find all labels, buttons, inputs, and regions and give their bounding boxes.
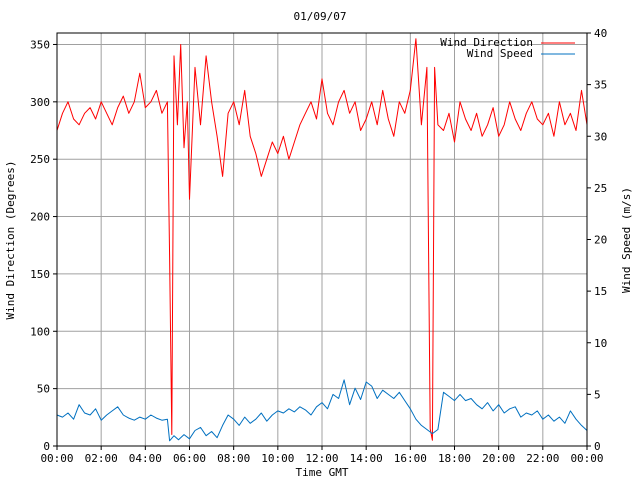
y-right-tick-label: 5 xyxy=(594,388,601,401)
series-lines xyxy=(56,38,588,442)
x-axis-label: Time GMT xyxy=(296,466,349,479)
x-tick-label: 16:00 xyxy=(394,452,427,465)
x-tick-label: 02:00 xyxy=(85,452,118,465)
y-right-tick-label: 10 xyxy=(594,337,607,350)
y-left-tick-label: 150 xyxy=(30,268,50,281)
y-axis-right-label: Wind Speed (m/s) xyxy=(620,187,633,293)
y-right-tick-label: 35 xyxy=(594,79,607,92)
x-tick-label: 00:00 xyxy=(570,452,603,465)
y-left-tick-label: 250 xyxy=(30,153,50,166)
y-right-tick-label: 15 xyxy=(594,285,607,298)
x-tick-label: 14:00 xyxy=(350,452,383,465)
y-left-tick-label: 350 xyxy=(30,38,50,51)
y-left-tick-label: 50 xyxy=(37,383,50,396)
x-tick-label: 20:00 xyxy=(482,452,515,465)
x-tick-label: 10:00 xyxy=(261,452,294,465)
x-tick-label: 04:00 xyxy=(129,452,162,465)
x-tick-label: 22:00 xyxy=(526,452,559,465)
y-right-tick-label: 40 xyxy=(594,27,607,40)
x-tick-label: 08:00 xyxy=(217,452,250,465)
y-left-tick-label: 100 xyxy=(30,325,50,338)
x-tick-label: 06:00 xyxy=(173,452,206,465)
legend-label: Wind Direction xyxy=(440,36,533,49)
x-tick-label: 12:00 xyxy=(305,452,338,465)
y-left-tick-label: 200 xyxy=(30,211,50,224)
y-left-tick-label: 300 xyxy=(30,96,50,109)
y-right-tick-label: 25 xyxy=(594,182,607,195)
y-right-tick-label: 0 xyxy=(594,440,601,453)
wind-direction-line xyxy=(56,38,588,441)
plot-frame xyxy=(56,32,588,447)
axis-ticks: 00:00 02:00 04:00 06:00 08:00 10:00 12:00 14:00… xyxy=(30,27,607,465)
y-left-tick-label: 0 xyxy=(43,440,50,453)
x-tick-label: 18:00 xyxy=(438,452,471,465)
wind-speed-line xyxy=(56,379,588,442)
y-right-tick-label: 30 xyxy=(594,130,607,143)
grid xyxy=(56,33,588,447)
y-axis-left-label: Wind Direction (Degrees) xyxy=(4,161,17,320)
y-right-tick-label: 20 xyxy=(594,234,607,247)
legend-label: Wind Speed xyxy=(467,47,533,60)
x-tick-label: 00:00 xyxy=(40,452,73,465)
chart-title: 01/09/07 xyxy=(294,10,347,23)
